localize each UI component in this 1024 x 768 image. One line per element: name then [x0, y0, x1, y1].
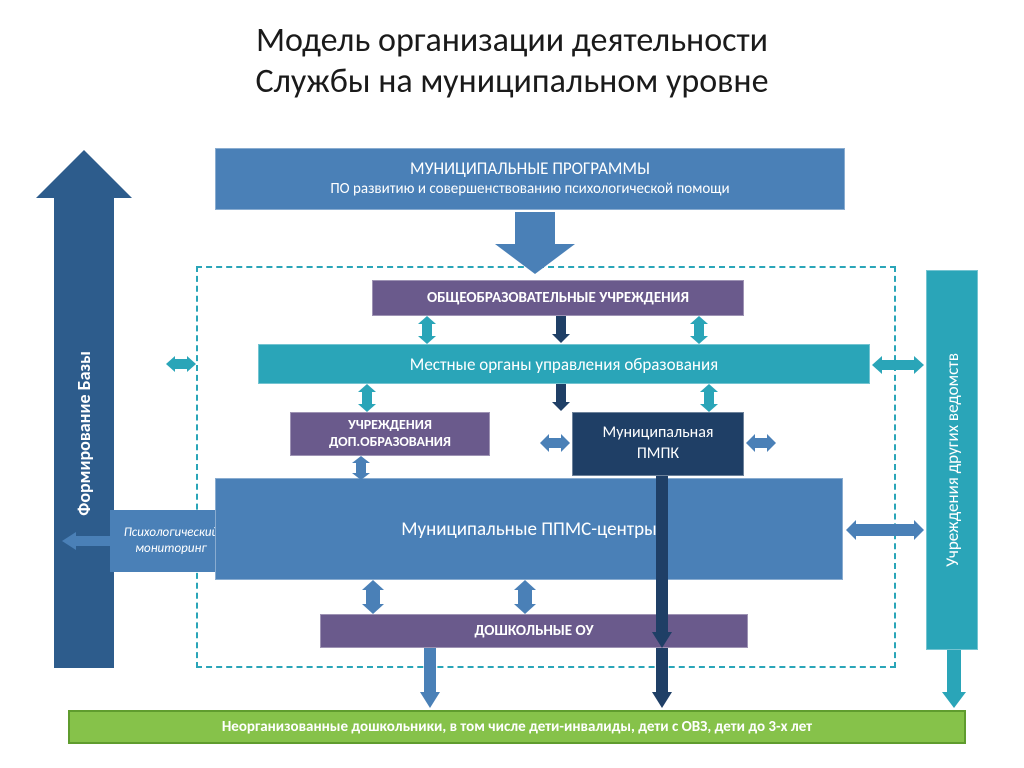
pmpk-t2: ПМПК: [637, 444, 679, 465]
arrow-cent_d2: [514, 580, 536, 614]
arrow-two_teal_1: [418, 316, 436, 344]
arrow-teal_4: [700, 384, 718, 412]
arrow-right_h1: [872, 356, 924, 374]
arrow-dash_l1: [166, 356, 196, 372]
arrow-teal_3: [358, 384, 376, 412]
pmpk-t1: Муниципальная: [603, 423, 714, 444]
arrow-addl_down: [352, 456, 370, 480]
arrow-cent_d1: [362, 580, 384, 614]
arrow-mon_tail: [62, 532, 110, 550]
arrow-navy_d3: [652, 476, 672, 648]
arrow-pmpk_lr1: [540, 434, 570, 452]
arrow-navy_2: [552, 384, 570, 412]
arrow-two_navy_1: [552, 316, 570, 344]
arrow-pmpk_lr2: [746, 434, 776, 452]
arrow-two_teal_2: [690, 316, 708, 344]
arrows-layer: [0, 0, 1024, 768]
arrow-right_down: [942, 650, 966, 708]
arrow-right_h2: [846, 520, 924, 540]
arrow-pre_d1: [420, 648, 440, 708]
arrow-navy_d4: [652, 648, 672, 708]
pmpk-box: Муниципальная ПМПК: [572, 412, 744, 476]
big-down-arrow: [495, 212, 575, 274]
